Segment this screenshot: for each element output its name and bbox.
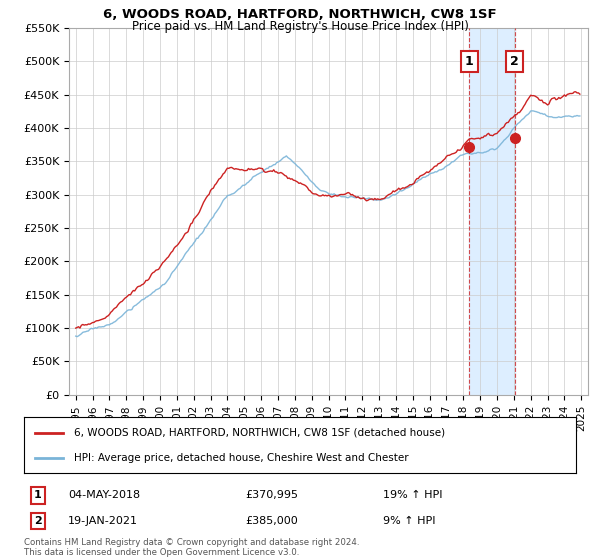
Text: 19-JAN-2021: 19-JAN-2021: [68, 516, 138, 526]
Bar: [469, 28, 515, 395]
Text: Contains HM Land Registry data © Crown copyright and database right 2024.
This d: Contains HM Land Registry data © Crown c…: [24, 538, 359, 557]
Text: Price paid vs. HM Land Registry's House Price Index (HPI): Price paid vs. HM Land Registry's House …: [131, 20, 469, 32]
Text: 2: 2: [511, 55, 519, 68]
Text: £385,000: £385,000: [245, 516, 298, 526]
Text: 1: 1: [465, 55, 473, 68]
Text: 2: 2: [34, 516, 41, 526]
Text: 04-MAY-2018: 04-MAY-2018: [68, 490, 140, 500]
Text: 6, WOODS ROAD, HARTFORD, NORTHWICH, CW8 1SF: 6, WOODS ROAD, HARTFORD, NORTHWICH, CW8 …: [103, 8, 497, 21]
Text: 1: 1: [34, 490, 41, 500]
Text: 6, WOODS ROAD, HARTFORD, NORTHWICH, CW8 1SF (detached house): 6, WOODS ROAD, HARTFORD, NORTHWICH, CW8 …: [74, 428, 445, 438]
Text: £370,995: £370,995: [245, 490, 298, 500]
Text: 19% ↑ HPI: 19% ↑ HPI: [383, 490, 442, 500]
Text: 9% ↑ HPI: 9% ↑ HPI: [383, 516, 436, 526]
Text: HPI: Average price, detached house, Cheshire West and Chester: HPI: Average price, detached house, Ches…: [74, 452, 409, 463]
